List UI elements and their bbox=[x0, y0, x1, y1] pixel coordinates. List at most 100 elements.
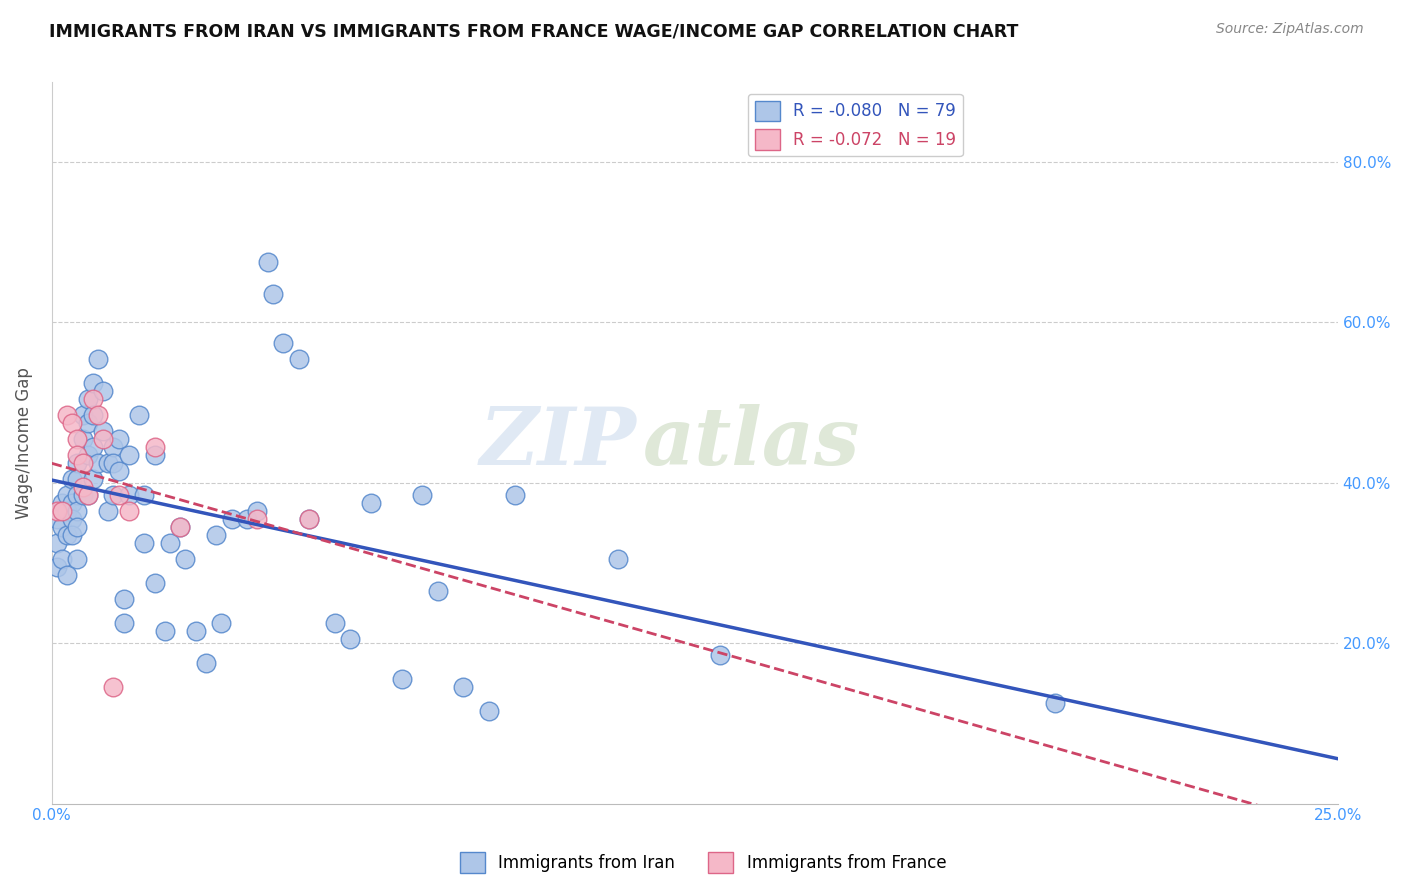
Point bbox=[76, 392, 98, 406]
Point bbox=[82, 392, 104, 406]
Point bbox=[298, 512, 321, 526]
Point bbox=[153, 624, 176, 639]
Point bbox=[72, 456, 94, 470]
Point bbox=[72, 408, 94, 422]
Text: IMMIGRANTS FROM IRAN VS IMMIGRANTS FROM FRANCE WAGE/INCOME GAP CORRELATION CHART: IMMIGRANTS FROM IRAN VS IMMIGRANTS FROM … bbox=[49, 22, 1018, 40]
Point bbox=[97, 504, 120, 518]
Text: ZIP: ZIP bbox=[479, 404, 637, 482]
Point bbox=[195, 657, 218, 671]
Point bbox=[262, 287, 284, 301]
Point bbox=[236, 512, 259, 526]
Point bbox=[360, 496, 382, 510]
Point bbox=[221, 512, 243, 526]
Point bbox=[298, 512, 321, 526]
Point bbox=[66, 432, 89, 446]
Point bbox=[72, 488, 94, 502]
Point bbox=[174, 552, 197, 566]
Point bbox=[128, 408, 150, 422]
Point bbox=[60, 496, 83, 510]
Point bbox=[72, 432, 94, 446]
Point bbox=[51, 520, 73, 534]
Point bbox=[103, 488, 125, 502]
Point bbox=[66, 552, 89, 566]
Point bbox=[205, 528, 228, 542]
Point bbox=[134, 488, 156, 502]
Point bbox=[76, 488, 98, 502]
Point bbox=[91, 384, 114, 398]
Point bbox=[66, 456, 89, 470]
Point bbox=[112, 592, 135, 607]
Text: atlas: atlas bbox=[644, 404, 860, 482]
Point bbox=[87, 351, 110, 366]
Point bbox=[51, 496, 73, 510]
Point bbox=[426, 584, 449, 599]
Point bbox=[76, 488, 98, 502]
Point bbox=[103, 440, 125, 454]
Point bbox=[271, 335, 294, 350]
Point bbox=[159, 536, 181, 550]
Point bbox=[118, 448, 141, 462]
Point bbox=[45, 512, 67, 526]
Point bbox=[112, 616, 135, 631]
Point bbox=[72, 480, 94, 494]
Point bbox=[339, 632, 361, 647]
Point bbox=[287, 351, 309, 366]
Y-axis label: Wage/Income Gap: Wage/Income Gap bbox=[15, 367, 32, 518]
Point bbox=[256, 255, 278, 269]
Point bbox=[107, 432, 129, 446]
Point bbox=[87, 408, 110, 422]
Point bbox=[411, 488, 433, 502]
Point bbox=[134, 536, 156, 550]
Point bbox=[60, 416, 83, 430]
Point bbox=[60, 472, 83, 486]
Point bbox=[391, 673, 413, 687]
Point bbox=[118, 504, 141, 518]
Point bbox=[82, 472, 104, 486]
Point bbox=[51, 552, 73, 566]
Point bbox=[451, 681, 474, 695]
Point bbox=[45, 504, 67, 518]
Point bbox=[60, 528, 83, 542]
Point bbox=[66, 504, 89, 518]
Point bbox=[143, 448, 166, 462]
Point bbox=[103, 456, 125, 470]
Point bbox=[169, 520, 191, 534]
Legend: R = -0.080   N = 79, R = -0.072   N = 19: R = -0.080 N = 79, R = -0.072 N = 19 bbox=[748, 94, 963, 156]
Point bbox=[107, 488, 129, 502]
Text: Source: ZipAtlas.com: Source: ZipAtlas.com bbox=[1216, 22, 1364, 37]
Legend: Immigrants from Iran, Immigrants from France: Immigrants from Iran, Immigrants from Fr… bbox=[453, 846, 953, 880]
Point bbox=[56, 528, 79, 542]
Point bbox=[184, 624, 207, 639]
Point bbox=[169, 520, 191, 534]
Point bbox=[60, 512, 83, 526]
Point bbox=[66, 448, 89, 462]
Point bbox=[1043, 697, 1066, 711]
Point bbox=[246, 504, 269, 518]
Point bbox=[246, 512, 269, 526]
Point bbox=[87, 456, 110, 470]
Point bbox=[103, 681, 125, 695]
Point bbox=[66, 520, 89, 534]
Point bbox=[211, 616, 233, 631]
Point bbox=[56, 488, 79, 502]
Point bbox=[45, 536, 67, 550]
Point bbox=[107, 464, 129, 478]
Point bbox=[709, 648, 731, 663]
Point bbox=[45, 560, 67, 574]
Point bbox=[143, 576, 166, 591]
Point bbox=[56, 568, 79, 582]
Point bbox=[66, 488, 89, 502]
Point bbox=[606, 552, 628, 566]
Point bbox=[82, 376, 104, 390]
Point bbox=[143, 440, 166, 454]
Point bbox=[82, 408, 104, 422]
Point bbox=[323, 616, 346, 631]
Point bbox=[91, 424, 114, 438]
Point bbox=[56, 504, 79, 518]
Point bbox=[76, 416, 98, 430]
Point bbox=[51, 504, 73, 518]
Point bbox=[91, 432, 114, 446]
Point bbox=[66, 472, 89, 486]
Point bbox=[503, 488, 526, 502]
Point bbox=[56, 408, 79, 422]
